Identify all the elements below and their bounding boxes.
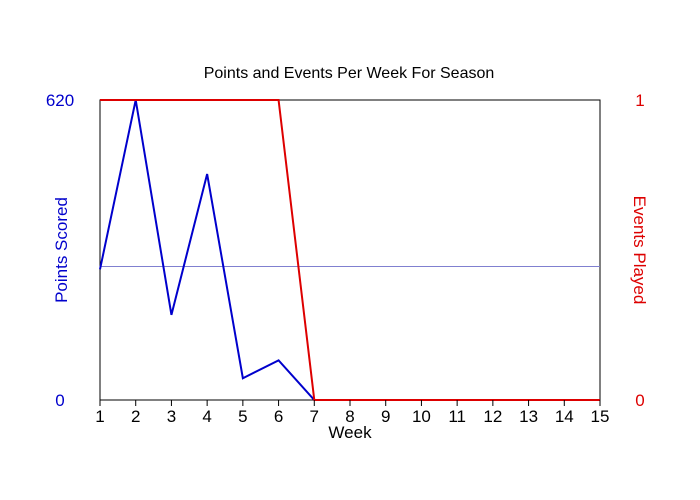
- x-tick-label: 7: [310, 407, 319, 426]
- x-tick-label: 5: [238, 407, 247, 426]
- x-axis-label: Week: [328, 423, 372, 442]
- x-tick-label: 1: [95, 407, 104, 426]
- left-axis-label: Points Scored: [52, 197, 71, 303]
- x-tick-label: 6: [274, 407, 283, 426]
- x-tick-label: 9: [381, 407, 390, 426]
- x-tick-label: 2: [131, 407, 140, 426]
- plot-frame: [99, 99, 601, 401]
- x-tick-label: 10: [412, 407, 431, 426]
- right-axis-label: Events Played: [630, 196, 649, 305]
- x-tick-label: 12: [483, 407, 502, 426]
- left-y-tick-label: 0: [55, 391, 64, 410]
- x-tick-label: 14: [555, 407, 574, 426]
- x-tick-label: 11: [448, 407, 466, 426]
- chart-title: Points and Events Per Week For Season: [204, 65, 495, 82]
- right-y-tick-label: 0: [635, 391, 644, 410]
- x-tick-label: 3: [167, 407, 176, 426]
- right-y-tick-label: 1: [635, 91, 644, 110]
- events-played-series-line: [100, 99, 600, 401]
- x-tick-label: 4: [202, 407, 211, 426]
- y-tick-layer: 0 620 0 1: [46, 91, 645, 410]
- series-layer: [99, 99, 600, 401]
- x-tick-layer: 1 2 3 4 5 6 7 8 9 10 11 12 13 14 15: [95, 400, 609, 426]
- x-tick-label: 8: [345, 407, 354, 426]
- x-tick-label: 15: [591, 407, 610, 426]
- points-scored-series-line: [99, 99, 600, 401]
- x-tick-label: 13: [519, 407, 538, 426]
- left-y-tick-label: 620: [46, 91, 74, 110]
